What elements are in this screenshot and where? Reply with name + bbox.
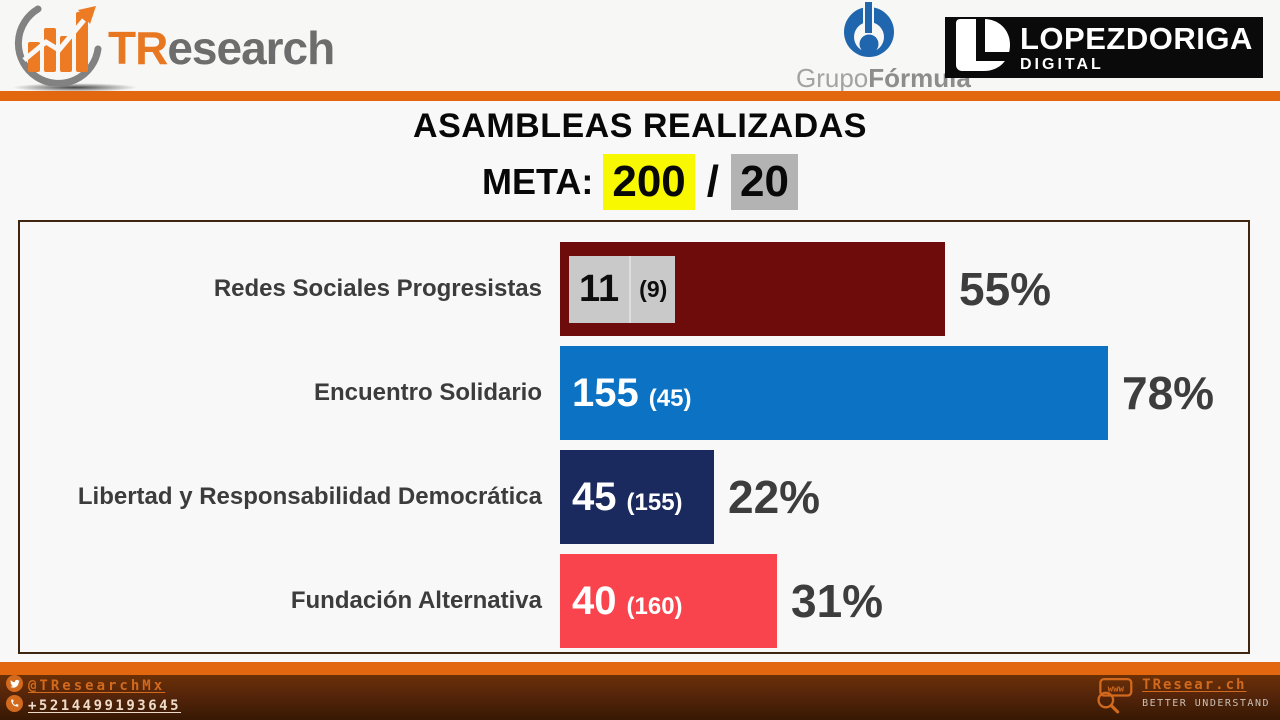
footer-twitter-row: @TResearchMx xyxy=(6,675,181,697)
footer-site-block: www TResear.ch BETTER UNDERSTAND xyxy=(1094,677,1270,719)
percent-label: 55% xyxy=(959,263,1052,315)
meta-goal-secondary: 20 xyxy=(731,153,798,211)
twitter-handle-link[interactable]: @TResearchMx xyxy=(28,678,166,694)
meta-separator: / xyxy=(706,157,719,206)
tresearch-chart-icon xyxy=(6,2,102,86)
bar-remaining: (9) xyxy=(639,275,668,302)
bar-libertad-y-responsabilidad-democratica: 45 (155) xyxy=(560,450,714,544)
lopezdoriga-line1: LOPEZDORIGA xyxy=(1020,20,1253,56)
meta-line: META: 200 / 20 xyxy=(0,151,1280,213)
bar-value-group: 155 (45) xyxy=(560,371,691,416)
party-label: Redes Sociales Progresistas xyxy=(213,275,542,302)
tresearch-wordmark-suffix: esearch xyxy=(167,22,335,74)
page-title: ASAMBLEAS REALIZADAS xyxy=(413,107,867,145)
tresearch-wordmark: TResearch xyxy=(108,21,335,75)
party-label: Encuentro Solidario xyxy=(313,379,542,406)
lopezdoriga-line2: DIGITAL xyxy=(1020,55,1104,73)
tresearch-wordmark-prefix: TR xyxy=(108,22,168,74)
chart-row-encuentro-solidario: Encuentro Solidario 155 (45) 78% xyxy=(20,346,1248,440)
tresearch-logo: TResearch xyxy=(6,2,335,86)
bar-chart: Redes Sociales Progresistas 11 (9) 55% E… xyxy=(18,220,1250,654)
grupo-formula-wordmark: GrupoFórmula´ xyxy=(796,63,975,93)
lopezdoriga-wordmark: LOPEZDORIGA DIGITAL xyxy=(1020,23,1253,73)
bar-value-group: 45 (155) xyxy=(560,475,683,520)
meta-label: META: xyxy=(482,161,594,202)
www-search-icon: www xyxy=(1094,677,1134,719)
bar-redes-sociales-progresistas: 11 (9) xyxy=(560,242,945,336)
chart-row-fundacion-alternativa: Fundación Alternativa 40 (160) 31% xyxy=(20,554,1248,648)
party-label: Fundación Alternativa xyxy=(290,587,542,614)
bar-remaining: (160) xyxy=(626,592,683,620)
footer-tagline: BETTER UNDERSTAND xyxy=(1142,698,1270,709)
bar-value: 45 xyxy=(572,474,617,519)
www-icon-label: www xyxy=(1108,684,1125,694)
bar-remaining: (155) xyxy=(626,488,683,516)
bar-remaining: (45) xyxy=(648,384,692,412)
percent-label: 22% xyxy=(728,471,821,523)
bar-value-chip: 11 (9) xyxy=(569,255,676,323)
party-label: Libertad y Responsabilidad Democrática xyxy=(77,483,542,510)
chart-row-redes-sociales-progresistas: Redes Sociales Progresistas 11 (9) 55% xyxy=(20,242,1248,336)
header-divider-band xyxy=(0,91,1280,101)
whatsapp-icon xyxy=(6,695,23,717)
percent-label: 78% xyxy=(1122,367,1215,419)
lopezdoriga-ld-monogram-icon xyxy=(956,19,1010,76)
lopezdoriga-logo: LOPEZDORIGA DIGITAL xyxy=(945,17,1263,78)
bar-value: 155 xyxy=(572,370,639,415)
twitter-icon xyxy=(6,675,23,697)
meta-goal-primary: 200 xyxy=(603,153,695,211)
grupo-formula-logo: GrupoFórmula´ xyxy=(796,0,975,93)
footer: @TResearchMx +5214499193645 www TResear.… xyxy=(0,675,1280,720)
bar-fundacion-alternativa: 40 (160) xyxy=(560,554,777,648)
header: TResearch GrupoFórmula´ LOPEZDORIGA DIGI… xyxy=(0,0,1280,92)
bar-value-group: 40 (160) xyxy=(560,579,683,624)
bar-value: 40 xyxy=(572,578,617,623)
footer-phone-row: +5214499193645 xyxy=(6,695,182,717)
phone-link[interactable]: +5214499193645 xyxy=(28,698,182,714)
chart-row-libertad-y-responsabilidad-democratica: Libertad y Responsabilidad Democrática 4… xyxy=(20,450,1248,544)
bar-value: 11 xyxy=(569,255,632,323)
footer-accent-strip xyxy=(0,662,1280,675)
footer-site-text-column: TResear.ch BETTER UNDERSTAND xyxy=(1142,677,1270,709)
bar-encuentro-solidario: 155 (45) xyxy=(560,346,1108,440)
footer-contact-block: @TResearchMx +5214499193645 xyxy=(6,675,182,717)
logo-shadow xyxy=(10,83,140,92)
grupo-formula-grupo: Grupo xyxy=(796,63,869,93)
percent-label: 31% xyxy=(791,575,884,627)
website-link[interactable]: TResear.ch xyxy=(1142,677,1247,693)
grupo-formula-emblem-icon xyxy=(844,0,894,63)
